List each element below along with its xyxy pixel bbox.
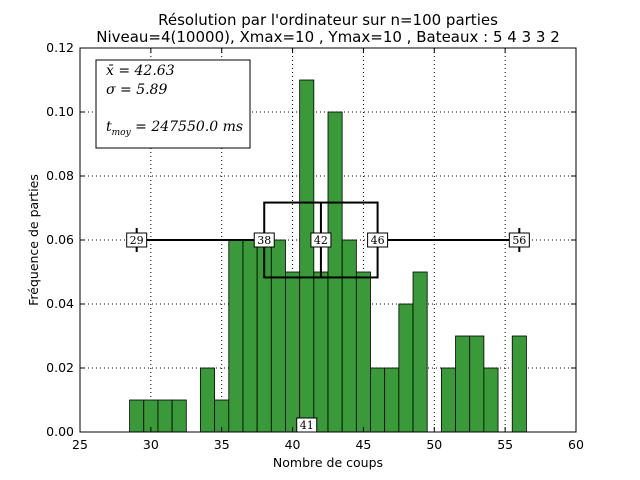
x-tick-label: 30: [143, 437, 159, 452]
y-tick-label: 0.12: [46, 40, 74, 55]
y-tick-label: 0.02: [46, 360, 74, 375]
histogram-bar: [511, 335, 527, 433]
boxplot-label-min-bg: [126, 232, 148, 248]
histogram-bar: [285, 271, 301, 433]
x-tick-label: 50: [426, 437, 442, 452]
boxplot-label-q3: 46: [371, 234, 385, 247]
boxplot-label-q3-bg: [367, 232, 389, 248]
boxplot-label-median-bg: [310, 232, 332, 248]
stats-legend-box: x̄ = 42.63 σ = 5.89 tmoy = 247550.0 ms: [95, 59, 251, 149]
y-tick-label: 0.04: [46, 296, 74, 311]
x-tick-label: 25: [72, 437, 88, 452]
boxplot-label-max-bg: [508, 232, 530, 248]
histogram-bar: [129, 399, 145, 433]
boxplot-label-q1-bg: [253, 232, 275, 248]
boxplot-label-q1: 38: [257, 234, 271, 247]
histogram-bar: [440, 367, 456, 433]
x-axis-label: Nombre de coups: [273, 455, 383, 470]
x-tick-label: 60: [568, 437, 584, 452]
histogram-bar: [313, 271, 329, 433]
histogram-bar: [270, 239, 286, 433]
time-subscript: moy: [112, 128, 132, 138]
histogram-bar: [242, 239, 258, 433]
histogram-bar: [171, 399, 187, 433]
y-tick-label: 0.08: [46, 168, 74, 183]
histogram-bar: [200, 367, 216, 433]
chart-title: Résolution par l'ordinateur sur n=100 pa…: [158, 11, 498, 29]
histogram-bar: [228, 239, 244, 433]
y-tick-label: 0.00: [46, 424, 74, 439]
histogram-bar: [355, 271, 371, 433]
histogram-bar: [370, 367, 386, 433]
histogram-bar: [483, 367, 499, 433]
boxplot-label-max: 56: [512, 234, 526, 247]
boxplot-overlay: 29 38 42 46 56 41: [126, 201, 530, 433]
time-symbol: t: [106, 119, 112, 135]
histogram-bar: [398, 303, 414, 433]
histogram-bars: [129, 79, 527, 433]
histogram-bar: [469, 335, 485, 433]
histogram-bar: [157, 399, 173, 433]
histogram-bar: [455, 335, 471, 433]
sigma-stat: σ = 5.89: [106, 82, 167, 98]
y-tick-label: 0.06: [46, 232, 74, 247]
histogram-bar: [412, 271, 428, 433]
time-value: = 247550.0 ms: [131, 119, 243, 135]
y-tick-label: 0.10: [46, 104, 74, 119]
histogram-bar: [327, 111, 343, 433]
time-stat: tmoy = 247550.0 ms: [106, 119, 243, 138]
axis-ticks: 25 30 35 40 45 50 55 60 0.00 0.02 0.04 0.06 0.08 0.10…: [46, 40, 584, 452]
x-tick-label: 35: [214, 437, 230, 452]
histogram-bar: [341, 239, 357, 433]
mean-stat: x̄ = 42.63: [106, 63, 175, 79]
histogram-bar: [384, 367, 400, 433]
x-tick-label: 40: [285, 437, 301, 452]
mode-marker-label: 41: [300, 419, 314, 432]
x-tick-label: 45: [355, 437, 371, 452]
boxplot-label-median: 42: [314, 234, 328, 247]
histogram-bar: [299, 79, 315, 433]
chart-subtitle: Niveau=4(10000), Xmax=10 , Ymax=10 , Bat…: [96, 28, 560, 46]
y-axis-label: Fréquence de parties: [26, 174, 41, 306]
x-tick-label: 55: [497, 437, 513, 452]
boxplot-label-min: 29: [130, 234, 144, 247]
